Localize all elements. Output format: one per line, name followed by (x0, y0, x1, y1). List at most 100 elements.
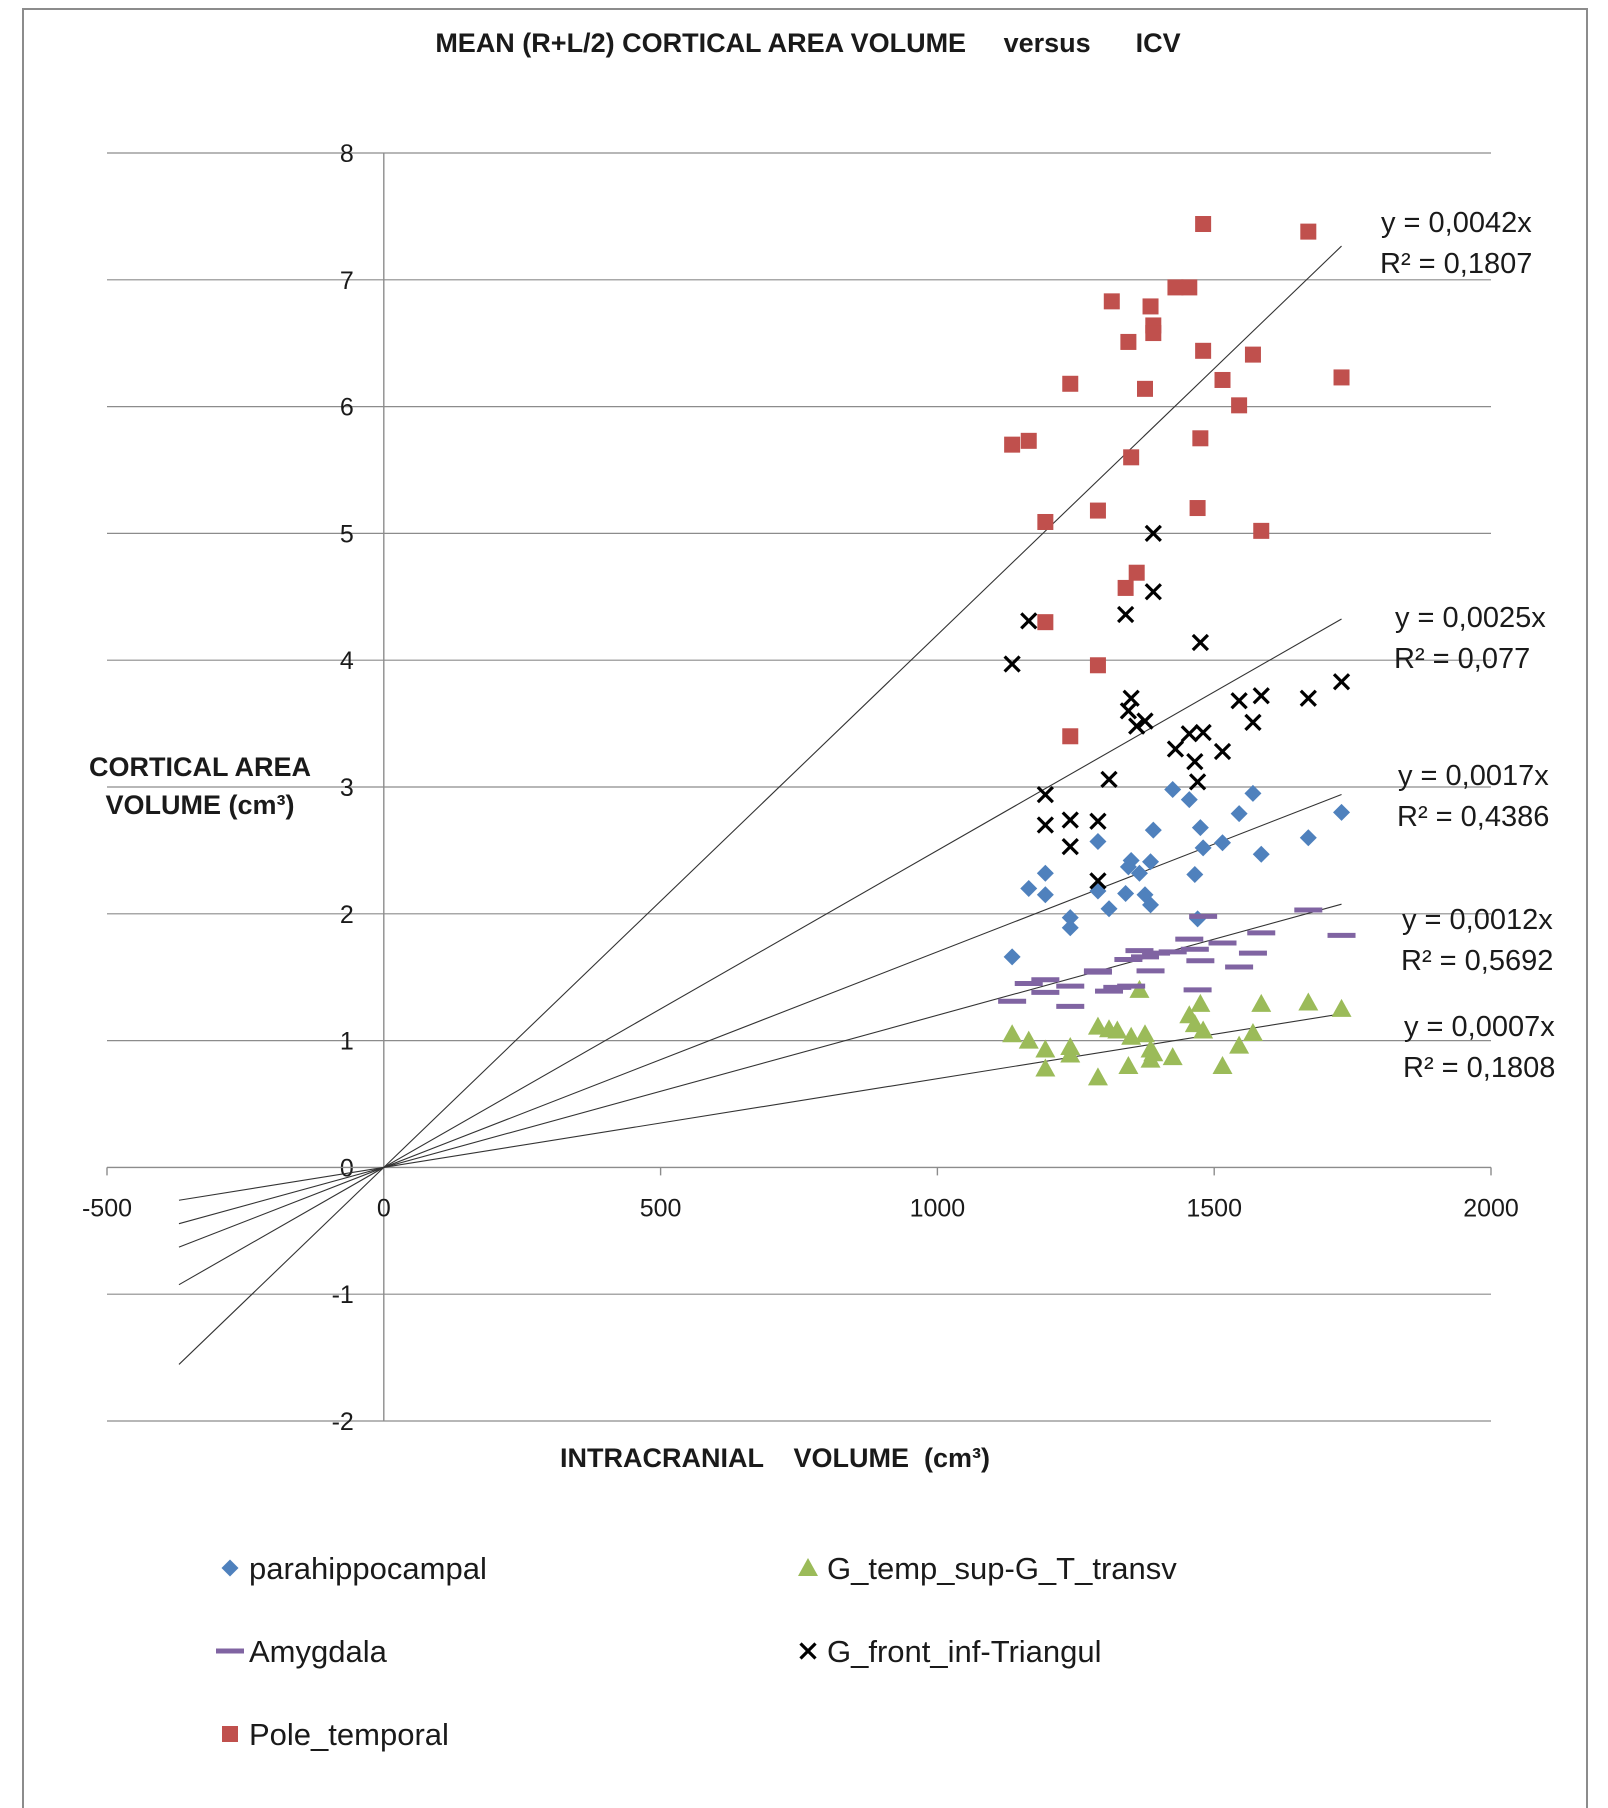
data-point (1186, 753, 1204, 771)
data-point (1089, 872, 1107, 890)
trendline-r-squared: R² = 0,5692 (1401, 945, 1553, 977)
trendline (178, 793, 1342, 1248)
legend-label: parahippocampal (249, 1551, 487, 1586)
y-tick-label: 8 (340, 140, 354, 168)
data-point (1135, 1024, 1155, 1043)
data-point (1191, 819, 1209, 837)
data-point (1333, 803, 1351, 821)
data-point (1180, 791, 1198, 809)
data-point (1087, 1067, 1108, 1086)
legend: parahippocampal G_temp_sup-G_T_transv Amyg… (216, 1551, 1177, 1752)
data-point (1035, 1058, 1056, 1077)
trendline-equation: y = 0,0007x (1404, 1011, 1555, 1043)
y-axis-label-line-2: VOLUME (cm³) (106, 790, 295, 820)
legend-label: Amygdala (249, 1634, 388, 1669)
y-tick-label: 5 (340, 520, 354, 548)
data-point (1242, 1022, 1263, 1041)
data-point (1244, 784, 1262, 802)
data-point (1128, 564, 1145, 581)
y-tick-label: 1 (340, 1028, 354, 1056)
data-point (1244, 346, 1261, 363)
data-point (1299, 689, 1317, 707)
data-point (1120, 333, 1137, 350)
y-tick-label: 7 (340, 267, 354, 295)
data-point (1252, 687, 1270, 705)
data-point (1194, 839, 1212, 857)
data-point (1142, 853, 1160, 871)
y-tick-label: 0 (340, 1154, 354, 1182)
trendline (178, 245, 1342, 1365)
data-point (1190, 993, 1211, 1012)
gridlines: -2 -1 0 1 2 3 4 5 6 7 8 (107, 140, 1491, 1436)
x-axis-label: INTRACRANIAL VOLUME (cm³) (560, 1443, 990, 1473)
data-point (1253, 522, 1270, 539)
data-point (1123, 449, 1140, 466)
data-point (1189, 910, 1207, 928)
chart-title: MEAN (R+L/2) CORTICAL AREA VOLUME versus… (435, 28, 1180, 58)
data-point (1103, 293, 1120, 310)
data-point (1230, 805, 1248, 823)
trendline-equation: y = 0,0042x (1381, 207, 1532, 239)
legend-label: Pole_temporal (249, 1717, 449, 1752)
data-point (1128, 717, 1146, 735)
legend-marker (798, 1558, 818, 1576)
data-point (1036, 816, 1054, 834)
data-point (1194, 723, 1212, 742)
data-point (1089, 812, 1107, 830)
data-point (1061, 919, 1079, 937)
data-point (1333, 369, 1350, 386)
data-point (1003, 655, 1021, 673)
data-point (1212, 1055, 1233, 1074)
x-tick-label: 1500 (1186, 1194, 1242, 1222)
data-point (1229, 1035, 1250, 1054)
data-point (1300, 223, 1317, 240)
legend-item: Amygdala (216, 1634, 388, 1669)
data-point (1145, 325, 1162, 342)
data-point (1116, 605, 1135, 624)
data-point (1117, 579, 1134, 596)
data-point (1142, 298, 1159, 315)
trendlines (178, 245, 1342, 1365)
x-tick-label: -500 (82, 1194, 132, 1222)
legend-item: Pole_temporal (222, 1717, 449, 1752)
legend-label: G_front_inf-Triangul (827, 1634, 1102, 1669)
data-point (1118, 1055, 1139, 1074)
trendline-equation: y = 0,0017x (1398, 760, 1549, 792)
legend-item: parahippocampal (221, 1551, 487, 1586)
legend-item: G_front_inf-Triangul (799, 1634, 1102, 1669)
data-point (1089, 833, 1107, 851)
data-point (1036, 864, 1054, 882)
legend-item: G_temp_sup-G_T_transv (798, 1551, 1177, 1586)
y-tick-label: -1 (332, 1281, 354, 1309)
data-point (1130, 864, 1148, 882)
data-point (1181, 279, 1198, 296)
x-tick-label: 2000 (1463, 1194, 1519, 1222)
x-tick-label: 1000 (910, 1194, 966, 1222)
data-point (1231, 397, 1248, 414)
data-point (1167, 279, 1184, 296)
data-point (1164, 781, 1182, 799)
trendline-r-squared: R² = 0,077 (1394, 643, 1530, 675)
data-point (1020, 879, 1038, 897)
data-point (1020, 432, 1037, 449)
data-point (1331, 998, 1352, 1017)
data-point (1002, 1024, 1023, 1043)
data-point (1180, 725, 1198, 743)
data-point (1189, 500, 1206, 517)
y-tick-label: 2 (340, 901, 354, 929)
data-point (1299, 829, 1317, 847)
legend-label: G_temp_sup-G_T_transv (827, 1551, 1177, 1586)
data-point (1244, 713, 1262, 731)
data-point (1192, 430, 1209, 447)
y-axis-label-line-1: CORTICAL AREA (89, 752, 311, 782)
data-point (1129, 979, 1150, 998)
data-point (1122, 852, 1140, 870)
data-point (1214, 371, 1231, 388)
trendline-equation: y = 0,0012x (1402, 904, 1553, 936)
data-point (1137, 380, 1153, 397)
data-point (1037, 614, 1054, 631)
data-point (1117, 885, 1135, 903)
y-tick-label: 4 (340, 647, 354, 675)
trendline-equations: y = 0,0042x R² = 0,1807 y = 0,0025x R² = 0,… (1380, 207, 1555, 1084)
data-point (1100, 770, 1118, 789)
